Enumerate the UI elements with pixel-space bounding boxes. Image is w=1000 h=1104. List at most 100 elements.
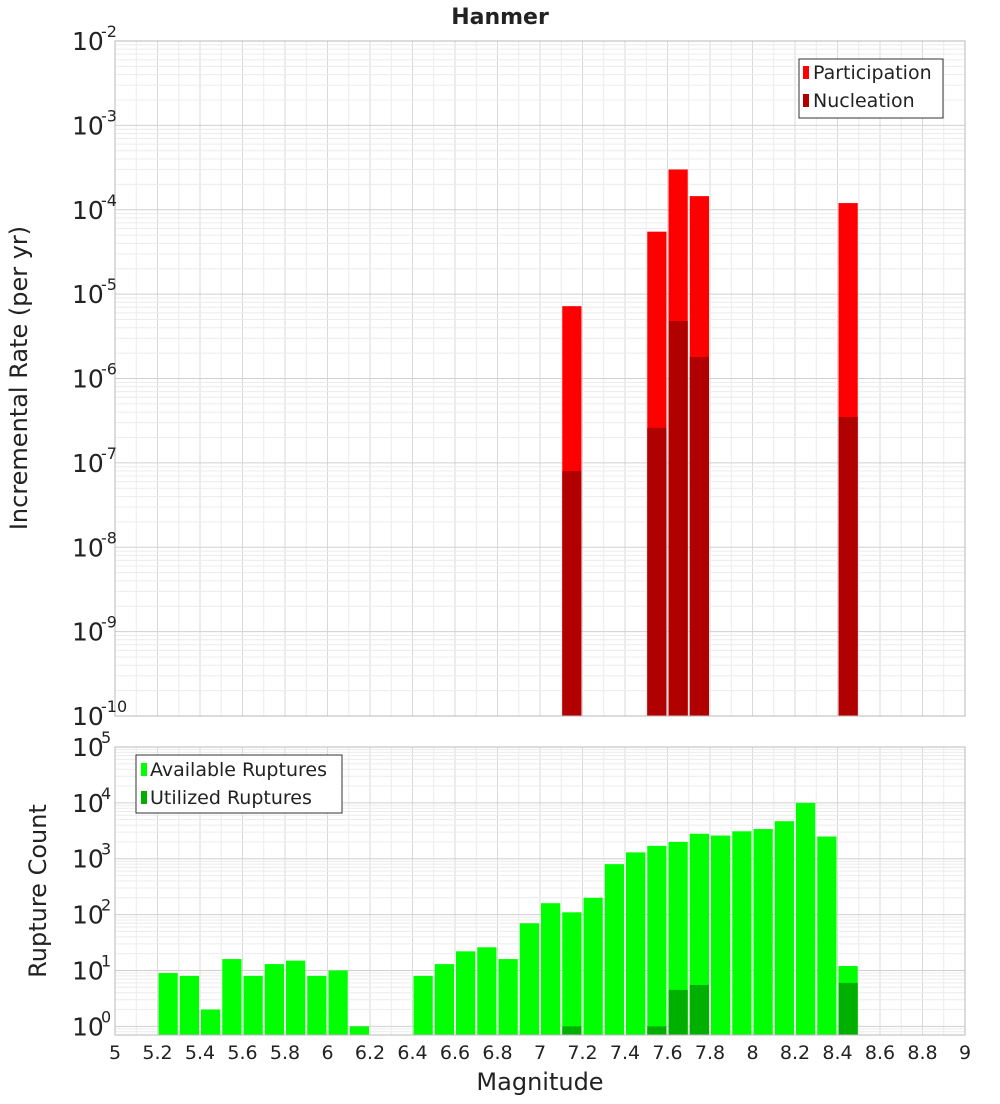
count-plot-bar-available-ruptures: [477, 947, 497, 1035]
count-plot-bar-available-ruptures: [626, 852, 646, 1035]
chart-title: Hanmer: [451, 5, 549, 30]
count-plot-bar-utilized-ruptures: [647, 1026, 667, 1035]
rate-plot-frame: [114, 40, 966, 717]
rate-plot-bar-nucleation: [668, 321, 688, 716]
rate-plot-y-tick-exponent: -8: [101, 528, 117, 547]
rate-plot-y-tick-exponent: -6: [101, 360, 117, 379]
x-tick-label: 7.6: [652, 1042, 682, 1064]
count-plot-bar-available-ruptures: [201, 1009, 221, 1035]
rate-plot-bar-nucleation: [647, 427, 667, 716]
rate-plot-y-tick-label: 10: [72, 27, 104, 56]
x-tick-label: 6.4: [397, 1042, 427, 1064]
count-plot-bar-utilized-ruptures: [689, 984, 709, 1035]
count-plot-y-tick-label: 10: [72, 956, 104, 985]
count-plot-bar-available-ruptures: [286, 960, 306, 1035]
count-plot-bar-available-ruptures: [604, 864, 624, 1035]
rate-plot-bar-nucleation: [562, 471, 582, 716]
legend-label-participation: Participation: [813, 62, 932, 84]
legend-label-available: Available Ruptures: [150, 759, 327, 781]
count-plot-y-tick-exponent: 4: [101, 784, 111, 803]
count-plot-y-tick-exponent: 3: [101, 840, 111, 859]
count-plot-y-axis-label: Rupture Count: [24, 804, 52, 978]
rate-plot-y-tick-exponent: -4: [101, 191, 117, 210]
x-tick-label: 6.8: [482, 1042, 512, 1064]
x-axis-label: Magnitude: [476, 1068, 603, 1096]
rate-plot-y-tick-exponent: -5: [101, 275, 117, 294]
count-plot-y-tick-exponent: 1: [101, 951, 111, 970]
count-plot-y-tick-label: 10: [72, 789, 104, 818]
x-tick-label: 9: [959, 1042, 971, 1064]
count-plot-y-tick-label: 10: [72, 845, 104, 874]
rate-plot-grid: [114, 40, 966, 717]
rate-plot-bar-nucleation: [838, 416, 858, 716]
count-plot-bar-available-ruptures: [732, 831, 752, 1035]
rate-plot-y-tick-exponent: -10: [101, 697, 127, 716]
count-plot-bars: [158, 802, 858, 1035]
count-plot-y-tick-label: 10: [72, 1012, 104, 1041]
rate-plot-y-tick-label: 10: [72, 365, 104, 394]
count-plot-bar-available-ruptures: [647, 845, 667, 1035]
count-plot-legend-box: [135, 754, 343, 814]
rate-plot-bars: [562, 169, 858, 716]
count-plot-y-tick-exponent: 5: [101, 728, 111, 747]
count-plot-bar-available-ruptures: [349, 1026, 369, 1035]
count-plot-bar-available-ruptures: [774, 821, 794, 1035]
rate-plot-y-tick-label: 10: [72, 196, 104, 225]
count-plot-bar-available-ruptures: [456, 951, 476, 1035]
rate-plot-legend-box: [798, 58, 944, 119]
rate-plot-legend: Participation Nucleation: [798, 58, 944, 119]
x-tick-label: 8.6: [865, 1042, 895, 1064]
x-tick-label: 5.6: [227, 1042, 257, 1064]
x-tick-label: 6.2: [355, 1042, 385, 1064]
legend-swatch-available: [141, 763, 147, 776]
legend-swatch-utilized: [141, 791, 147, 804]
x-tick-label: 7.2: [567, 1042, 597, 1064]
count-plot-bar-available-ruptures: [753, 829, 773, 1035]
count-plot-bar-available-ruptures: [711, 835, 731, 1035]
x-tick-label: 8: [746, 1042, 758, 1064]
rate-plot-y-tick-exponent: -7: [101, 444, 117, 463]
x-tick-label: 8.8: [907, 1042, 937, 1064]
count-plot-bar-available-ruptures: [328, 970, 348, 1035]
rate-plot-bar-nucleation: [689, 356, 709, 716]
legend-swatch-nucleation: [803, 94, 809, 107]
count-plot-bar-available-ruptures: [498, 959, 518, 1035]
legend-label-utilized: Utilized Ruptures: [150, 787, 312, 809]
legend-swatch-participation: [803, 66, 809, 79]
count-plot-bar-available-ruptures: [222, 959, 242, 1035]
x-tick-label: 7.4: [610, 1042, 640, 1064]
count-plot-bar-utilized-ruptures: [562, 1026, 582, 1035]
count-plot-x-ticks: 5 5.2 5.4 5.6 5.8 6 6.2 6.4 6.6 6.8 7 7.2 7.4 7.6 7.8 8…: [109, 1042, 971, 1064]
rate-plot-y-tick-label: 10: [72, 111, 104, 140]
x-tick-label: 7: [534, 1042, 546, 1064]
x-tick-label: 6: [321, 1042, 333, 1064]
count-plot-y-tick-exponent: 0: [101, 1007, 111, 1026]
count-plot-bar-available-ruptures: [264, 964, 284, 1035]
count-plot-bar-available-ruptures: [817, 836, 837, 1035]
count-plot-bar-utilized-ruptures: [838, 982, 858, 1035]
count-plot-bar-available-ruptures: [668, 841, 688, 1035]
rate-plot-y-axis-label: Incremental Rate (per yr): [5, 226, 33, 530]
rate-plot-y-tick-exponent: -3: [101, 106, 117, 125]
legend-label-nucleation: Nucleation: [813, 90, 915, 112]
count-plot-bar-available-ruptures: [179, 975, 199, 1035]
count-plot-bar-available-ruptures: [689, 833, 709, 1035]
count-plot-y-tick-label: 10: [72, 901, 104, 930]
count-plot-bar-available-ruptures: [519, 923, 539, 1035]
count-plot-bar-utilized-ruptures: [668, 989, 688, 1035]
count-plot-bar-available-ruptures: [562, 912, 582, 1035]
rate-plot-y-tick-label: 10: [72, 702, 104, 731]
count-plot-y-tick-label: 10: [72, 733, 104, 762]
x-tick-label: 5.2: [142, 1042, 172, 1064]
rate-plot-y-tick-exponent: -9: [101, 613, 117, 632]
x-tick-label: 8.4: [822, 1042, 852, 1064]
rate-plot-y-tick-exponent: -2: [101, 22, 117, 41]
x-tick-label: 5: [109, 1042, 121, 1064]
count-plot-bar-available-ruptures: [583, 897, 603, 1035]
count-plot-bar-available-ruptures: [158, 973, 178, 1035]
